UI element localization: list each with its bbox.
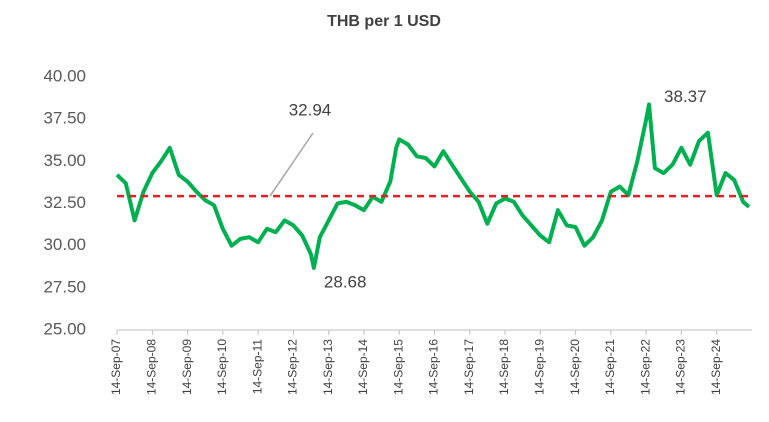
x-tick-label: 14-Sep-14 — [356, 339, 370, 395]
series-line — [115, 102, 751, 270]
x-tick-label: 14-Sep-20 — [568, 339, 582, 395]
y-tick-label: 35.00 — [43, 151, 86, 170]
x-tick-label: 14-Sep-11 — [250, 339, 264, 394]
max-label: 38.37 — [664, 87, 707, 106]
x-tick-label: 14-Sep-16 — [427, 339, 441, 395]
mean-label: 32.94 — [289, 100, 332, 119]
x-tick-label: 14-Sep-19 — [532, 339, 546, 395]
x-tick-label: 14-Sep-08 — [145, 339, 159, 395]
min-label: 28.68 — [324, 272, 367, 291]
x-tick-label: 14-Sep-12 — [286, 339, 300, 395]
y-tick-label: 25.00 — [43, 319, 86, 338]
x-tick-label: 14-Sep-24 — [709, 339, 723, 395]
chart-title: THB per 1 USD — [327, 13, 441, 30]
y-tick-label: 27.50 — [43, 277, 86, 296]
x-tick-label: 14-Sep-13 — [321, 339, 335, 395]
x-tick-label: 14-Sep-17 — [462, 339, 476, 395]
y-tick-label: 40.00 — [43, 66, 86, 85]
x-tick-label: 14-Sep-21 — [603, 339, 617, 395]
x-tick-label: 14-Sep-10 — [215, 339, 229, 395]
x-tick-label: 14-Sep-15 — [391, 339, 405, 395]
x-tick-label: 14-Sep-22 — [638, 339, 652, 395]
leader-line — [269, 132, 314, 197]
y-tick-label: 30.00 — [43, 235, 86, 254]
x-tick-label: 14-Sep-07 — [109, 339, 123, 395]
x-tick-label: 14-Sep-23 — [674, 339, 688, 395]
y-tick-label: 37.50 — [43, 109, 86, 128]
x-tick-label: 14-Sep-18 — [497, 339, 511, 395]
x-tick-label: 14-Sep-09 — [180, 339, 194, 395]
y-tick-label: 32.50 — [43, 193, 86, 212]
